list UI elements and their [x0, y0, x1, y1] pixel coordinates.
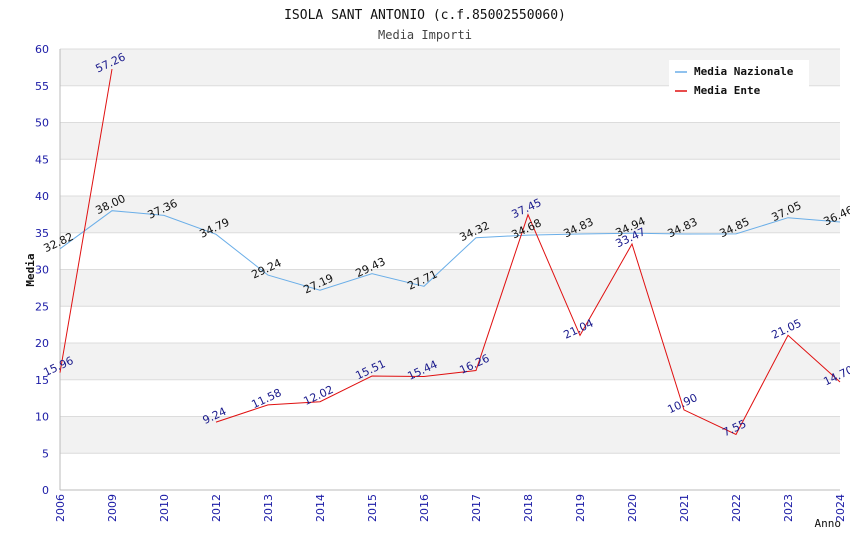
x-tick-label: 2022: [730, 494, 743, 522]
x-tick-label: 2012: [210, 494, 223, 522]
y-tick-label: 45: [35, 153, 49, 166]
x-tick-label: 2006: [54, 494, 67, 522]
y-tick-label: 25: [35, 300, 49, 313]
y-tick-label: 50: [35, 117, 49, 130]
y-tick-labels: 0 5 10 15 20 25 30 35 40 45 50 55 60: [35, 43, 49, 497]
legend-item-media-nazionale: Media Nazionale: [694, 65, 794, 78]
series-line-media-nazionale: [59, 210, 841, 291]
series-lines: [59, 69, 841, 436]
chart-subtitle: Media Importi: [378, 28, 472, 42]
y-tick-label: 35: [35, 227, 49, 240]
y-axis-label: Media: [24, 253, 37, 286]
grid-bands: [60, 48, 840, 491]
x-tick-label: 2009: [106, 494, 119, 522]
grid-band: [60, 196, 840, 233]
x-tick-label: 2015: [366, 494, 379, 522]
x-tick-label: 2023: [782, 494, 795, 522]
legend-box: [669, 60, 809, 100]
grid-band: [60, 159, 840, 196]
x-tick-label: 2018: [522, 494, 535, 522]
x-tick-label: 2016: [418, 494, 431, 522]
x-tick-label: 2014: [314, 494, 327, 522]
x-tick-label: 2024: [834, 494, 847, 522]
y-tick-label: 20: [35, 337, 49, 350]
y-tick-label: 55: [35, 80, 49, 93]
grid-band: [60, 122, 840, 160]
y-tick-label: 10: [35, 411, 49, 424]
series-line-media-ente: [215, 213, 841, 436]
legend-item-media-ente: Media Ente: [694, 84, 761, 97]
series-line-media-ente: [59, 69, 113, 373]
x-tick-labels: 2006 2009 2010 2012 2013 2014 2015 2016 2017 2018…: [54, 494, 847, 522]
grid-band: [60, 232, 840, 270]
grid-band: [60, 269, 840, 307]
x-tick-label: 2019: [574, 494, 587, 522]
chart-title: ISOLA SANT ANTONIO (c.f.85002550060): [284, 8, 566, 23]
y-tick-label: 15: [35, 374, 49, 387]
y-tick-label: 0: [42, 484, 49, 497]
x-tick-label: 2013: [262, 494, 275, 522]
x-tick-label: 2020: [626, 494, 639, 522]
legend: Media Nazionale Media Ente: [669, 60, 809, 100]
grid-band: [60, 343, 840, 380]
x-axis-label: Anno: [815, 517, 842, 530]
axes: [59, 49, 840, 491]
x-tick-label: 2017: [470, 494, 483, 522]
y-tick-label: 5: [42, 447, 49, 460]
grid-band: [60, 453, 840, 490]
x-tick-label: 2010: [158, 494, 171, 522]
grid-band: [60, 379, 840, 417]
x-tick-label: 2021: [678, 494, 691, 522]
grid-band: [60, 306, 840, 343]
y-tick-label: 60: [35, 43, 49, 56]
y-tick-label: 30: [35, 264, 49, 277]
y-tick-label: 40: [35, 190, 49, 203]
